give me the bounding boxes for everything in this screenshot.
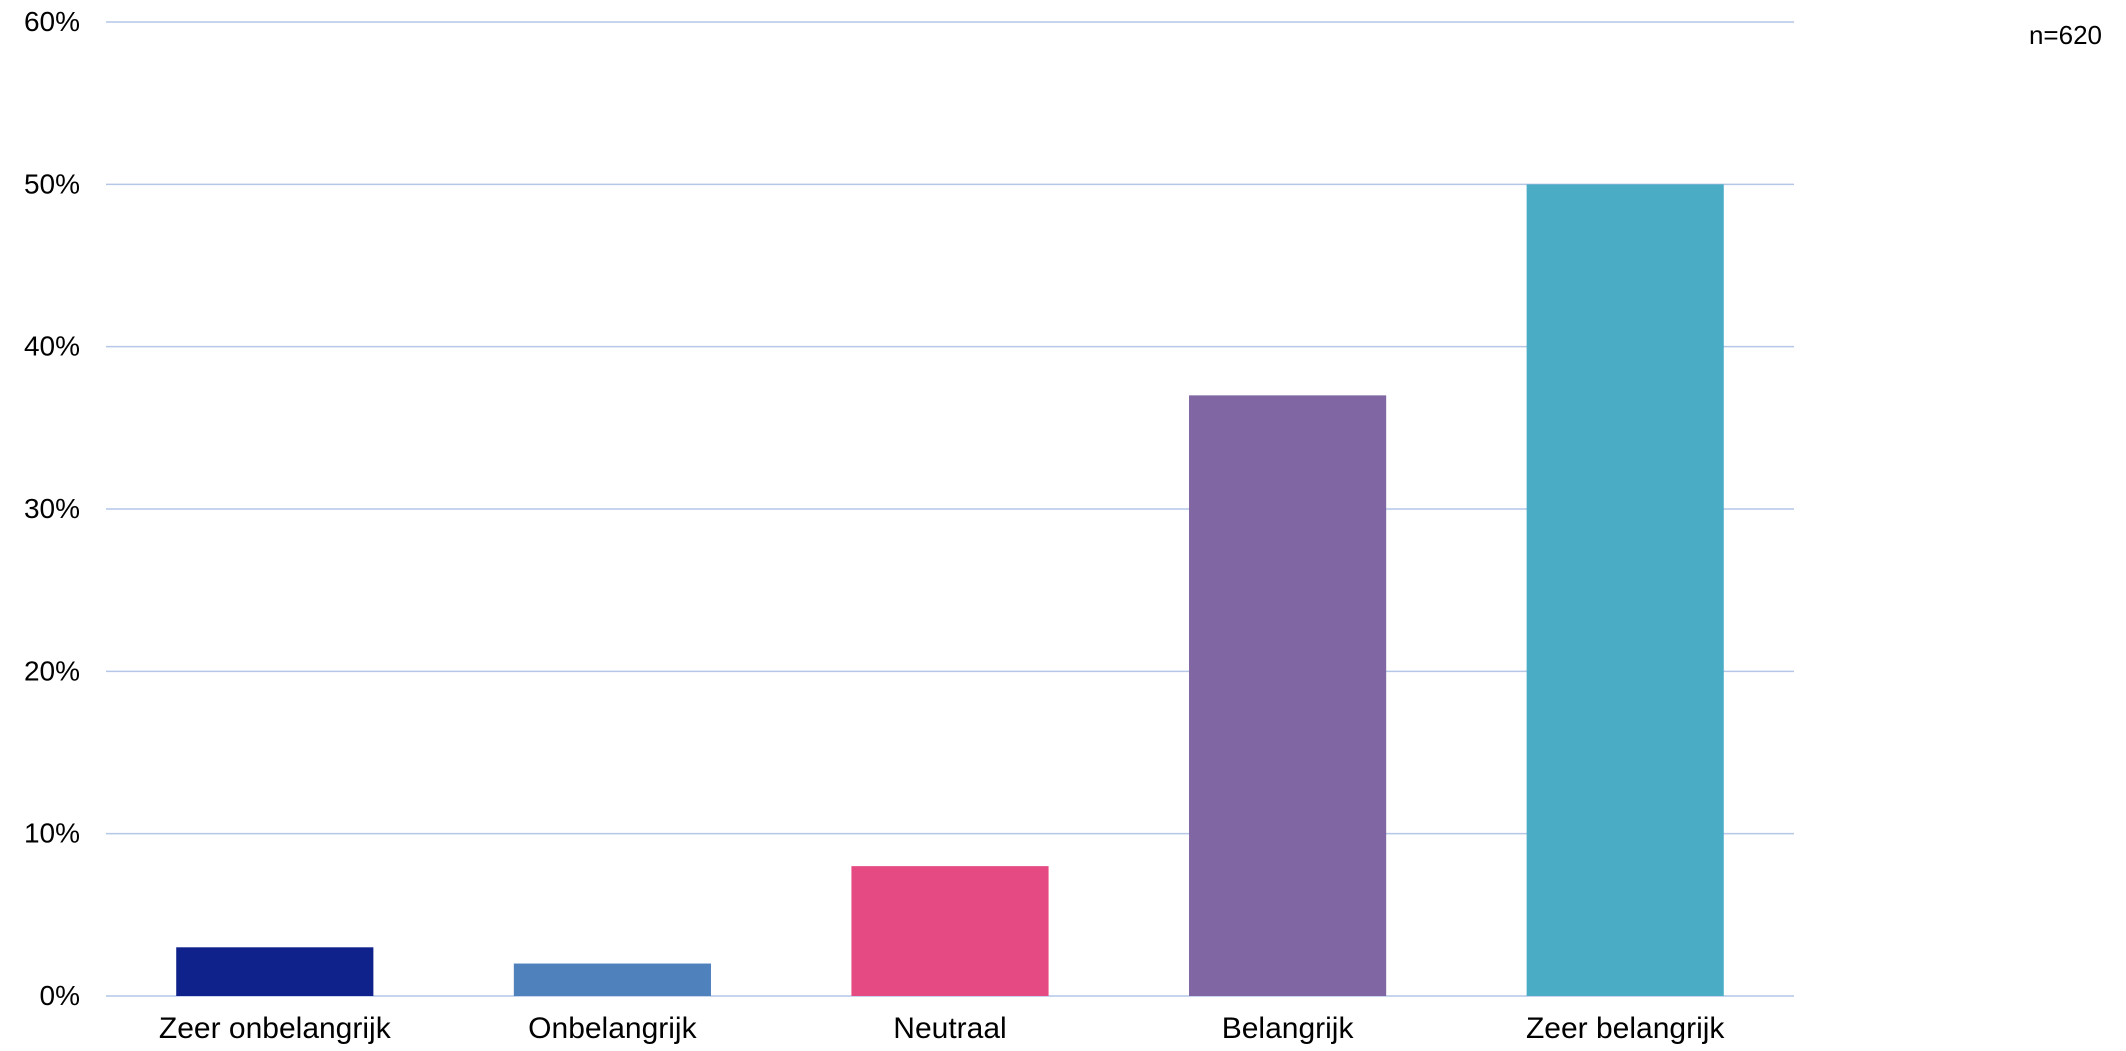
- y-axis-ticks: 0% 10% 20% 30% 40% 50% 60%: [24, 6, 80, 1011]
- x-tick-label: Belangrijk: [1222, 1012, 1355, 1045]
- x-axis-ticks: Zeer onbelangrijk Onbelangrijk Neutraal Bel…: [159, 1012, 1726, 1045]
- y-tick-label: 60%: [24, 6, 80, 37]
- bars: [176, 184, 1724, 997]
- x-tick-label: Zeer onbelangrijk: [159, 1012, 392, 1045]
- x-tick-label: Neutraal: [893, 1012, 1006, 1045]
- bar: [513, 963, 711, 996]
- y-tick-label: 20%: [24, 655, 80, 686]
- bar: [851, 866, 1049, 996]
- y-tick-label: 30%: [24, 493, 80, 524]
- y-tick-label: 40%: [24, 331, 80, 362]
- gridlines: [106, 21, 1794, 997]
- x-tick-label: Zeer belangrijk: [1526, 1012, 1725, 1045]
- y-tick-label: 50%: [24, 168, 80, 199]
- x-tick-label: Onbelangrijk: [528, 1012, 697, 1045]
- y-tick-label: 10%: [24, 818, 80, 849]
- y-tick-label: 0%: [40, 980, 80, 1011]
- bar: [176, 947, 374, 996]
- sample-size-label: n=620: [2028, 20, 2102, 50]
- bar: [1526, 184, 1724, 997]
- bar: [1189, 395, 1387, 996]
